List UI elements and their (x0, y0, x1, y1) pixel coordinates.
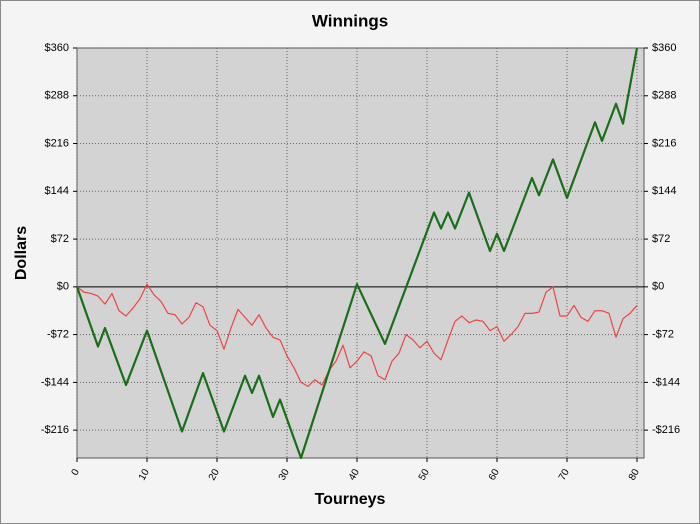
x-tick-label: 20 (207, 467, 222, 483)
chart-title: Winnings (312, 11, 388, 30)
y2-tick-label: -$144 (652, 376, 680, 388)
x-tick-label: 80 (627, 467, 642, 483)
x-tick-label: 40 (347, 467, 362, 483)
y-tick-label: $216 (45, 137, 69, 149)
data-line (76, 283, 638, 387)
x-tick-label: 30 (277, 467, 292, 483)
plot-area (76, 47, 645, 459)
y2-tick-label: -$72 (652, 329, 674, 341)
y2-tick-label: $144 (652, 185, 676, 197)
y2-tick-label: $72 (652, 233, 670, 245)
x-tick-label: 50 (417, 467, 432, 483)
y2-tick-label: -$216 (652, 424, 680, 436)
data-line (75, 47, 639, 460)
y-tick-label: $288 (45, 90, 69, 102)
y-tick-label: $0 (57, 281, 69, 293)
y2-tick-label: $0 (652, 281, 664, 293)
y-tick-label: -$144 (41, 376, 69, 388)
x-tick-label: 60 (487, 467, 502, 483)
x-tick-label: 10 (137, 467, 152, 483)
y2-tick-label: $288 (652, 90, 676, 102)
x-tick-label: 0 (70, 467, 83, 478)
y2-tick-label: $360 (652, 42, 676, 54)
x-tick-label: 70 (557, 467, 572, 483)
y-tick-label: $144 (45, 185, 69, 197)
y-tick-label: $72 (51, 233, 69, 245)
y-tick-label: -$216 (41, 424, 69, 436)
y-tick-label: $360 (45, 42, 69, 54)
y-axis-label: Dollars (13, 226, 30, 280)
y-tick-label: -$72 (47, 329, 69, 341)
x-axis-label: Tourneys (315, 491, 386, 508)
y2-tick-label: $216 (652, 137, 676, 149)
